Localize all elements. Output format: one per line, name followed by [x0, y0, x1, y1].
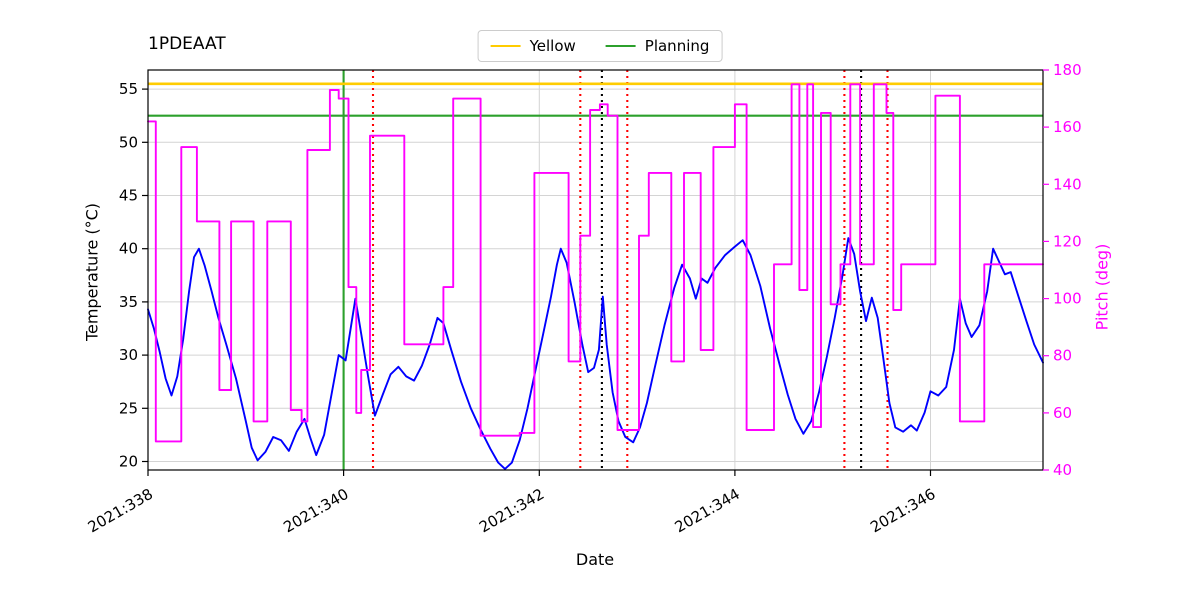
yellow-line-swatch [490, 45, 521, 47]
y-tick-label-left: 45 [119, 187, 138, 205]
y-axis-label-temperature: Temperature (°C) [82, 202, 102, 342]
temperature-line [147, 237, 1044, 470]
x-tick-label: 2021:340 [280, 485, 351, 537]
y-tick-label-left: 20 [119, 453, 138, 471]
y-tick-label-left: 50 [119, 133, 138, 151]
y-axis-label-pitch: Pitch (deg) [1092, 243, 1112, 331]
chart-title: 1PDEAAT [148, 34, 226, 54]
y-tick-label-left: 30 [119, 346, 138, 364]
y-tick-label-left: 55 [119, 80, 138, 98]
y-tick-label-left: 25 [119, 399, 138, 417]
pitch-line [147, 83, 1044, 443]
y-tick-label-right: 120 [1053, 232, 1082, 250]
y-tick-label-right: 80 [1053, 347, 1072, 365]
legend: Yellow Planning [477, 30, 723, 62]
y-tick-label-right: 60 [1053, 404, 1072, 422]
planning-line-swatch [605, 45, 636, 47]
y-tick-label-left: 35 [119, 293, 138, 311]
legend-label-yellow: Yellow [529, 37, 576, 55]
y-tick-label-right: 180 [1053, 61, 1082, 79]
legend-item-yellow: Yellow [490, 37, 576, 55]
plot-border [147, 69, 1044, 471]
y-tick-label-right: 100 [1053, 290, 1082, 308]
x-tick-label: 2021:342 [476, 485, 547, 537]
x-tick-label: 2021:344 [672, 485, 743, 537]
x-tick-label: 2021:346 [867, 485, 938, 537]
legend-label-planning: Planning [644, 37, 710, 55]
x-axis-label-date: Date [575, 550, 615, 569]
event-lines [342, 70, 889, 470]
axis-ticks-and-labels: 20 25 30 35 40 45 50 55 40 60 80 100 120 140 160 180 202… [85, 61, 1082, 536]
x-tick-label: 2021:338 [85, 485, 156, 537]
gridlines [147, 70, 1043, 470]
y-tick-label-right: 40 [1053, 461, 1072, 479]
y-tick-label-left: 40 [119, 240, 138, 258]
legend-item-planning: Planning [605, 37, 710, 55]
y-tick-label-right: 160 [1053, 118, 1082, 136]
y-tick-label-right: 140 [1053, 175, 1082, 193]
